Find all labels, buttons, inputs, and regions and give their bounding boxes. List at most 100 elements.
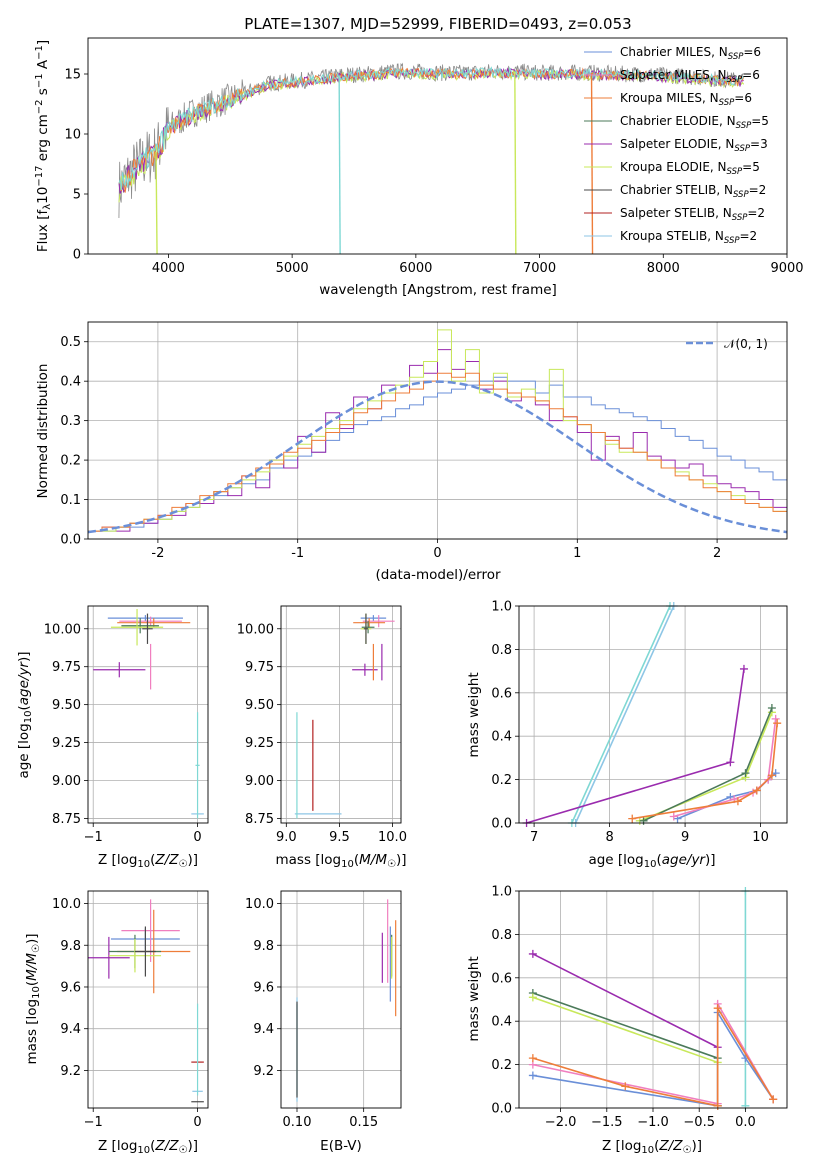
y-tick-label: 1.0 xyxy=(491,885,512,900)
y-tick-label: 0.4 xyxy=(60,375,81,390)
histogram-ylabel: Normed distribution xyxy=(35,364,51,499)
spectrum-lines xyxy=(118,62,745,255)
y-tick-label: 1.0 xyxy=(491,600,512,615)
y-tick-label: 10.0 xyxy=(52,897,81,912)
x-tick-label: 0 xyxy=(193,830,201,845)
gaussian-curve xyxy=(87,380,788,534)
y-tick-label: 9.8 xyxy=(60,939,81,954)
y-tick-label: 9.6 xyxy=(253,980,274,995)
y-tick-label: 0.0 xyxy=(491,1102,512,1117)
x-tick-label: 0.15 xyxy=(349,1115,378,1130)
panel-data xyxy=(522,602,782,827)
y-tick-label: 0.2 xyxy=(60,454,81,469)
massweight-Z-ylabel: mass weight xyxy=(466,956,482,1041)
y-tick-label: 0.0 xyxy=(491,817,512,832)
residual-panel: -2 -1 0 1 2 0.0 0.1 0.2 0.3 0.4 0.5 (data-model)/e… xyxy=(35,321,788,583)
x-tick-label: 2 xyxy=(713,546,721,561)
plus-marker xyxy=(628,814,637,823)
y-tick-label: 9.2 xyxy=(253,1064,274,1079)
plus-marker xyxy=(767,771,776,780)
plus-marker xyxy=(726,758,735,767)
plus-marker xyxy=(528,993,537,1002)
histogram-ticks: -2 -1 0 1 2 0.0 0.1 0.2 0.3 0.4 0.5 xyxy=(60,335,721,561)
y-tick-label: 10.0 xyxy=(245,897,274,912)
panel-data xyxy=(296,899,397,1102)
x-tick-label: 10.0 xyxy=(378,830,407,845)
y-tick-label: 0.4 xyxy=(491,1015,512,1030)
spectrum-dip-line xyxy=(338,75,341,255)
x-tick-label: −0.5 xyxy=(683,1115,715,1130)
plus-marker xyxy=(528,1071,537,1080)
x-tick-label: 7000 xyxy=(523,261,556,276)
y-tick-label: 9.75 xyxy=(245,660,274,675)
legend-label: Kroupa STELIB, NSSP=2 xyxy=(620,229,757,246)
plus-marker xyxy=(713,1004,722,1013)
legend-label: Chabrier ELODIE, NSSP=5 xyxy=(620,114,769,131)
x-tick-label: 0 xyxy=(433,546,441,561)
x-tick-label: 5000 xyxy=(276,261,309,276)
x-tick-label: 6000 xyxy=(399,261,432,276)
y-tick-label: 10 xyxy=(64,128,81,143)
plus-marker xyxy=(769,1095,778,1104)
y-tick-label: 9.00 xyxy=(245,774,274,789)
spectrum-title: PLATE=1307, MJD=52999, FIBERID=0493, z=0… xyxy=(244,15,631,33)
x-tick-label: -2 xyxy=(151,546,164,561)
panel-data xyxy=(528,887,778,1110)
panel-gridlines xyxy=(281,606,401,823)
y-tick-label: 9.25 xyxy=(245,736,274,751)
plus-marker xyxy=(669,812,678,821)
y-tick-label: 10.00 xyxy=(237,622,274,637)
panel-axes-frame xyxy=(87,890,209,1109)
y-tick-label: 0 xyxy=(73,248,81,263)
plus-marker xyxy=(639,816,648,825)
y-tick-label: 9.8 xyxy=(253,939,274,954)
spectrum-legend: Chabrier MILES, NSSP=6 Salpeter MILES, NS… xyxy=(584,45,769,246)
mass-ylabel: mass [log10(M/M☉)] xyxy=(24,933,42,1064)
legend-label: Salpeter MILES, NSSP=6 xyxy=(620,68,760,85)
ebv-xlabel: E(B-V) xyxy=(320,1138,362,1154)
y-tick-label: 15 xyxy=(64,68,81,83)
x-tick-label: 8 xyxy=(605,830,613,845)
age-vs-mass-panel: 9.0 9.5 10.0 8.75 9.00 9.25 9.50 9.75 10.00 xyxy=(237,605,407,845)
mass-vs-Z-xlabel: Z [log10(Z/Z☉)] xyxy=(98,1138,198,1156)
x-tick-label: 4000 xyxy=(152,261,185,276)
x-tick-label: −1 xyxy=(84,1115,103,1130)
plus-marker xyxy=(621,1082,630,1091)
model-spectrum-line xyxy=(118,66,745,191)
plus-marker xyxy=(528,1054,537,1063)
y-tick-label: 0.8 xyxy=(491,928,512,943)
panel-axes-frame xyxy=(87,605,209,824)
massweight-age-ylabel: mass weight xyxy=(466,672,482,757)
x-tick-label: −2.0 xyxy=(545,1115,577,1130)
panel-gridlines xyxy=(519,605,787,824)
gaussian-legend-label: 𝒩(0, 1) xyxy=(724,337,768,351)
spectrum-dip-line xyxy=(590,72,594,255)
y-tick-label: 9.50 xyxy=(245,698,274,713)
x-tick-label: −1.0 xyxy=(637,1115,669,1130)
plus-marker xyxy=(713,1101,722,1110)
y-tick-label: 8.75 xyxy=(245,812,274,827)
histogram-xlabel: (data-model)/error xyxy=(375,567,501,583)
spectrum-ylabel: Flux [fλ10−17 erg cm−2 s−1 A−1] xyxy=(34,40,53,252)
age-vs-Z-xlabel: Z [log10(Z/Z☉)] xyxy=(98,852,198,870)
massweight-vs-metallicity-panel: −2.0 −1.5 −1.0 −0.5 0.0 0.0 0.2 0.4 0.6 0.8 1.0 xyxy=(491,885,788,1130)
age-vs-metallicity-panel: −1 0 8.75 9.00 9.25 9.50 9.75 10.00 xyxy=(44,605,209,845)
y-tick-label: 9.00 xyxy=(52,774,81,789)
plus-marker xyxy=(773,719,782,728)
y-tick-label: 0.0 xyxy=(60,533,81,548)
plus-marker xyxy=(771,714,780,723)
y-tick-label: 5 xyxy=(73,188,81,203)
x-tick-label: -1 xyxy=(291,546,304,561)
panel-ticks: −1 0 9.2 9.4 9.6 9.8 10.0 xyxy=(52,897,202,1130)
y-tick-label: 0.3 xyxy=(60,414,81,429)
panel-ticks: 0.10 0.15 9.2 9.4 9.6 9.8 10.0 xyxy=(245,897,378,1130)
x-tick-label: −1.5 xyxy=(591,1115,623,1130)
spectrum-panel: PLATE=1307, MJD=52999, FIBERID=0493, z=0… xyxy=(34,15,804,298)
legend-label: Salpeter STELIB, NSSP=2 xyxy=(620,206,765,223)
age-vs-mass-xlabel: mass [log10(M/M☉)] xyxy=(275,852,406,870)
spectrum-dip-line xyxy=(514,71,517,255)
plus-marker xyxy=(741,769,750,778)
massweight-series xyxy=(532,953,719,1048)
spectrum-axes-frame xyxy=(87,37,788,255)
y-tick-label: 0.6 xyxy=(491,686,512,701)
